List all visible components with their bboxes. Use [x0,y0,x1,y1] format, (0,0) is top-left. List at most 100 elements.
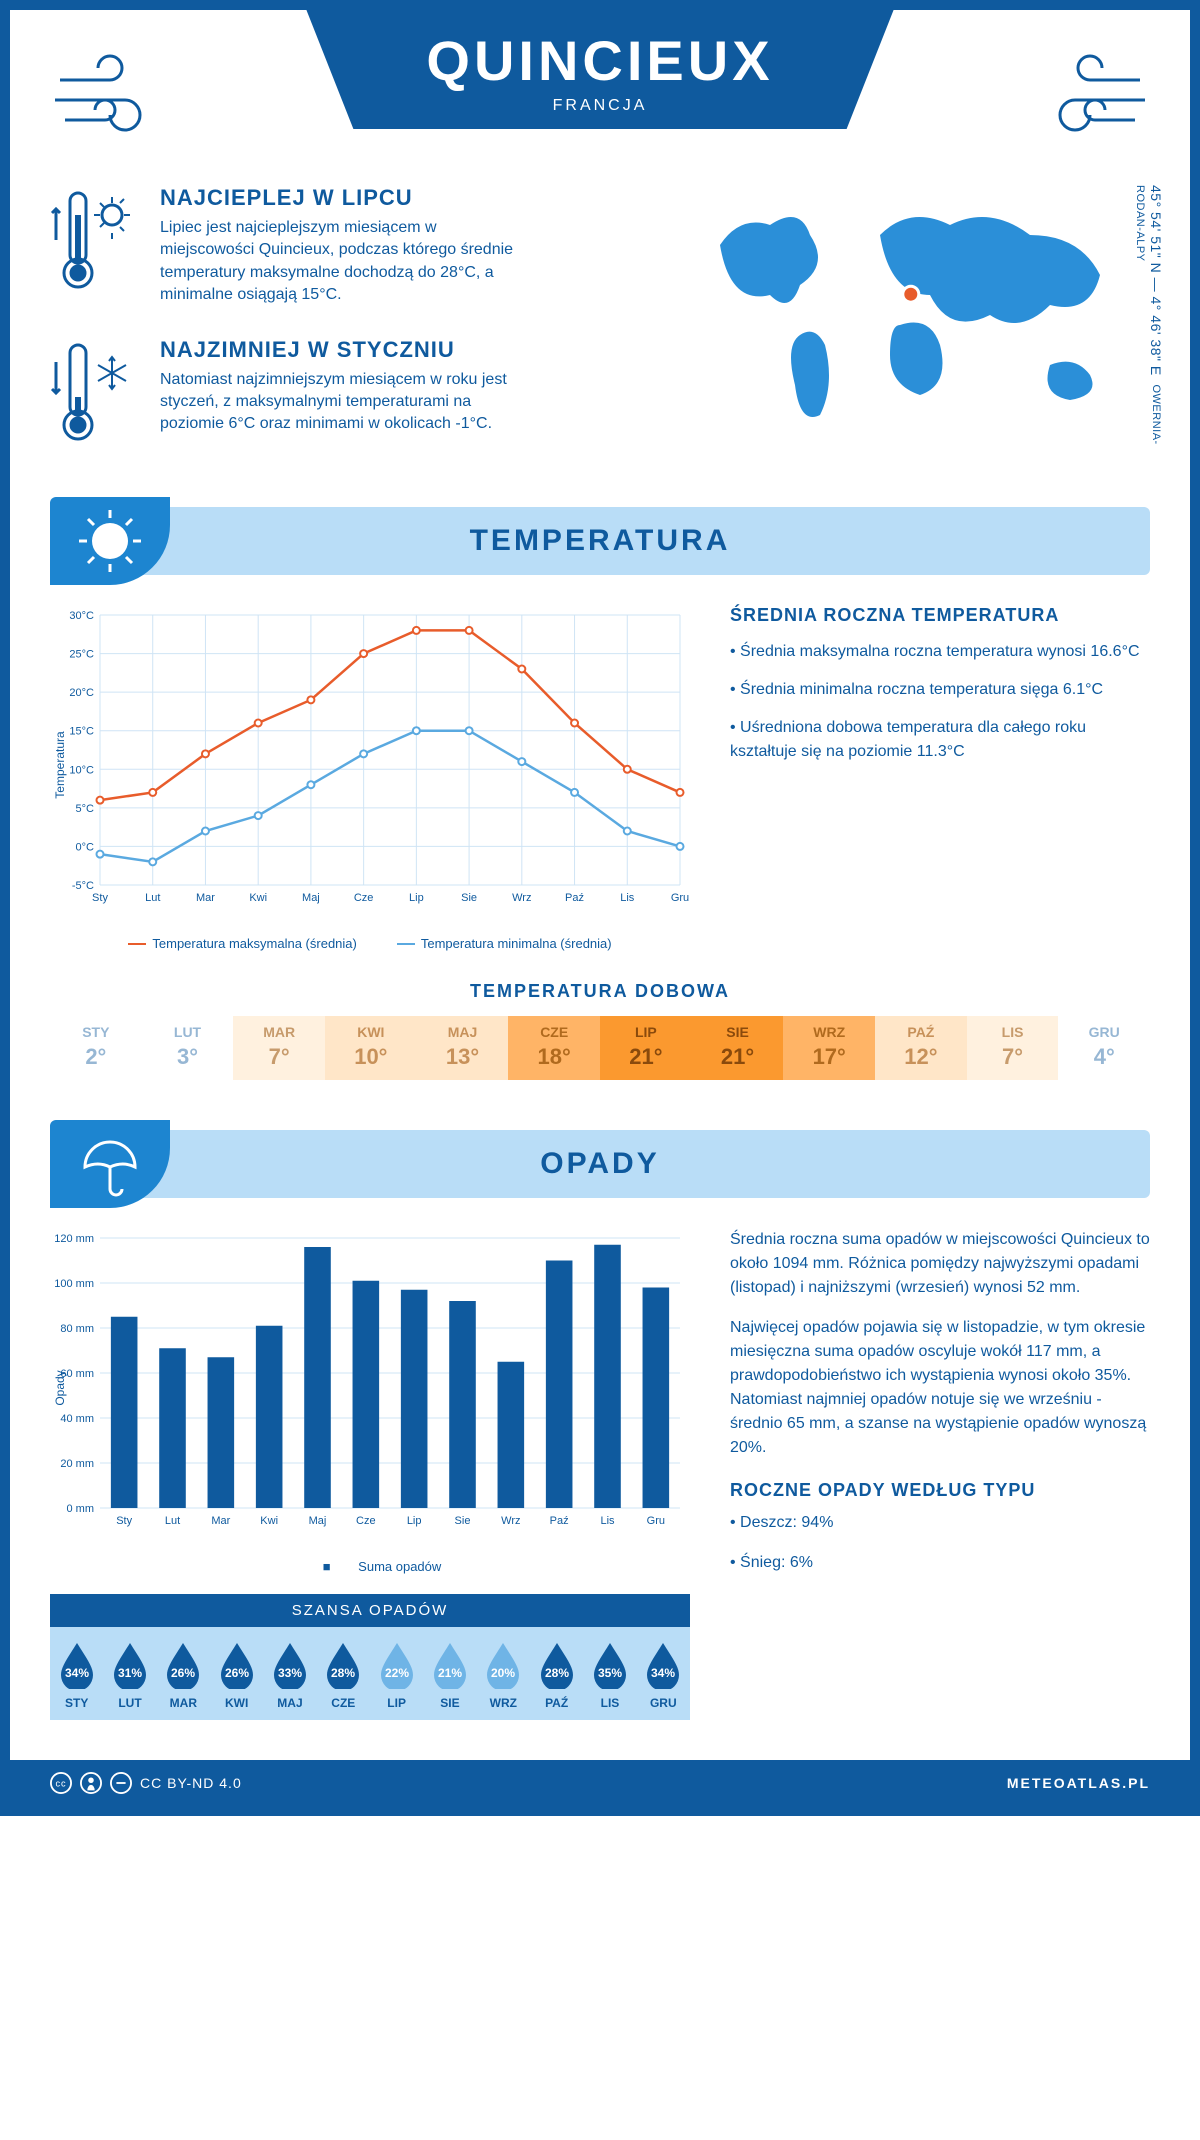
daily-temp-cell: SIE21° [692,1016,784,1080]
daily-temp-cell: LUT3° [142,1016,234,1080]
svg-text:34%: 34% [651,1666,675,1680]
svg-text:Lip: Lip [407,1515,422,1527]
title-band: QUINCIEUX FRANCJA [306,10,893,129]
svg-text:Sty: Sty [92,892,108,904]
rain-chance-drop: 22%LIP [370,1641,423,1710]
world-map: 45° 54' 51" N — 4° 46' 38" E OWERNIA-ROD… [690,185,1150,477]
fact-hottest-title: NAJCIEPLEJ W LIPCU [160,185,520,211]
rain-p2: Najwięcej opadów pojawia się w listopadz… [730,1316,1150,1460]
svg-text:25°C: 25°C [69,648,94,660]
svg-text:Wrz: Wrz [501,1515,520,1527]
svg-text:20°C: 20°C [69,687,94,699]
svg-text:Sty: Sty [116,1515,132,1527]
svg-text:Maj: Maj [302,892,320,904]
svg-text:100 mm: 100 mm [54,1278,94,1290]
rain-type-heading: ROCZNE OPADY WEDŁUG TYPU [730,1480,1150,1501]
section-header-rain: OPADY [50,1130,1150,1198]
svg-text:Lut: Lut [165,1515,180,1527]
world-map-svg [690,185,1150,445]
section-title-rain: OPADY [540,1147,659,1181]
temp-annual-p1: • Średnia maksymalna roczna temperatura … [730,640,1150,664]
daily-temp-cell: KWI10° [325,1016,417,1080]
chance-of-rain-row: 34%STY31%LUT26%MAR26%KWI33%MAJ28%CZE22%L… [50,1627,690,1720]
svg-text:Lut: Lut [145,892,160,904]
svg-text:34%: 34% [65,1666,89,1680]
rain-type-rain: • Deszcz: 94% [730,1511,1150,1535]
rain-chance-drop: 26%MAR [157,1641,210,1710]
fact-hottest-body: Lipiec jest najcieplejszym miesiącem w m… [160,217,520,307]
brand: METEOATLAS.PL [1007,1775,1150,1791]
svg-text:30°C: 30°C [69,610,94,622]
rain-chance-drop: 26%KWI [210,1641,263,1710]
precipitation-bar-chart: 0 mm20 mm40 mm60 mm80 mm100 mm120 mmStyL… [50,1228,690,1548]
fact-coldest-title: NAJZIMNIEJ W STYCZNIU [160,337,520,363]
svg-text:28%: 28% [331,1666,355,1680]
wind-icon-right [1030,50,1150,145]
svg-text:5°C: 5°C [76,802,95,814]
rain-chart-legend: ■ Suma opadów [50,1559,690,1574]
temperature-line-chart: -5°C0°C5°C10°C15°C20°C25°C30°CStyLutMarK… [50,605,690,925]
thermometer-sun-icon [50,185,140,295]
svg-text:0 mm: 0 mm [67,1503,95,1515]
svg-text:22%: 22% [385,1666,409,1680]
svg-text:Paź: Paź [550,1515,569,1527]
svg-text:Lis: Lis [620,892,635,904]
daily-temp-cell: WRZ17° [783,1016,875,1080]
svg-text:Paź: Paź [565,892,584,904]
wind-icon-left [50,50,170,145]
daily-temp-cell: STY2° [50,1016,142,1080]
svg-text:26%: 26% [171,1666,195,1680]
svg-text:0°C: 0°C [76,841,95,853]
rain-chance-drop: 31%LUT [103,1641,156,1710]
rain-chance-drop: 21%SIE [423,1641,476,1710]
rain-chance-drop: 34%STY [50,1641,103,1710]
svg-text:21%: 21% [438,1666,462,1680]
svg-text:Opady: Opady [53,1370,67,1405]
svg-text:Cze: Cze [354,892,374,904]
svg-text:Lis: Lis [600,1515,615,1527]
svg-text:31%: 31% [118,1666,142,1680]
svg-text:Cze: Cze [356,1515,376,1527]
country-name: FRANCJA [426,97,773,115]
temp-annual-heading: ŚREDNIA ROCZNA TEMPERATURA [730,605,1150,626]
svg-text:Sie: Sie [461,892,477,904]
temp-annual-p3: • Uśredniona dobowa temperatura dla całe… [730,716,1150,764]
svg-text:Lip: Lip [409,892,424,904]
svg-text:Mar: Mar [196,892,215,904]
daily-temp-cell: CZE18° [508,1016,600,1080]
svg-text:Mar: Mar [211,1515,230,1527]
temp-chart-legend: Temperatura maksymalna (średnia) Tempera… [50,936,690,951]
svg-text:Maj: Maj [309,1515,327,1527]
fact-hottest: NAJCIEPLEJ W LIPCU Lipiec jest najcieple… [50,185,650,307]
daily-temp-table: STY2°LUT3°MAR7°KWI10°MAJ13°CZE18°LIP21°S… [50,1016,1150,1080]
svg-text:20%: 20% [491,1666,515,1680]
license: cc CC BY-ND 4.0 [50,1772,242,1794]
rain-chance-drop: 28%CZE [317,1641,370,1710]
daily-temp-cell: MAJ13° [417,1016,509,1080]
temp-annual-p2: • Średnia minimalna roczna temperatura s… [730,678,1150,702]
svg-text:Kwi: Kwi [249,892,267,904]
svg-text:20 mm: 20 mm [60,1458,94,1470]
svg-text:cc: cc [56,1778,67,1788]
rain-chance-drop: 34%GRU [637,1641,690,1710]
svg-text:Temperatura: Temperatura [53,731,67,799]
footer: cc CC BY-ND 4.0 METEOATLAS.PL [10,1760,1190,1806]
section-header-temp: TEMPERATURA [50,507,1150,575]
svg-text:80 mm: 80 mm [60,1323,94,1335]
rain-chance-drop: 20%WRZ [477,1641,530,1710]
svg-text:Gru: Gru [671,892,689,904]
svg-text:33%: 33% [278,1666,302,1680]
svg-text:Wrz: Wrz [512,892,531,904]
daily-temp-cell: LIP21° [600,1016,692,1080]
chance-title: SZANSA OPADÓW [50,1594,690,1627]
coordinates: 45° 54' 51" N — 4° 46' 38" E OWERNIA-ROD… [1132,185,1164,477]
svg-text:120 mm: 120 mm [54,1233,94,1245]
svg-text:28%: 28% [545,1666,569,1680]
daily-temp-title: TEMPERATURA DOBOWA [50,981,1150,1002]
thermometer-snow-icon [50,337,140,447]
svg-text:10°C: 10°C [69,764,94,776]
svg-text:26%: 26% [225,1666,249,1680]
fact-coldest: NAJZIMNIEJ W STYCZNIU Natomiast najzimni… [50,337,650,447]
svg-text:Sie: Sie [455,1515,471,1527]
rain-type-snow: • Śnieg: 6% [730,1551,1150,1575]
